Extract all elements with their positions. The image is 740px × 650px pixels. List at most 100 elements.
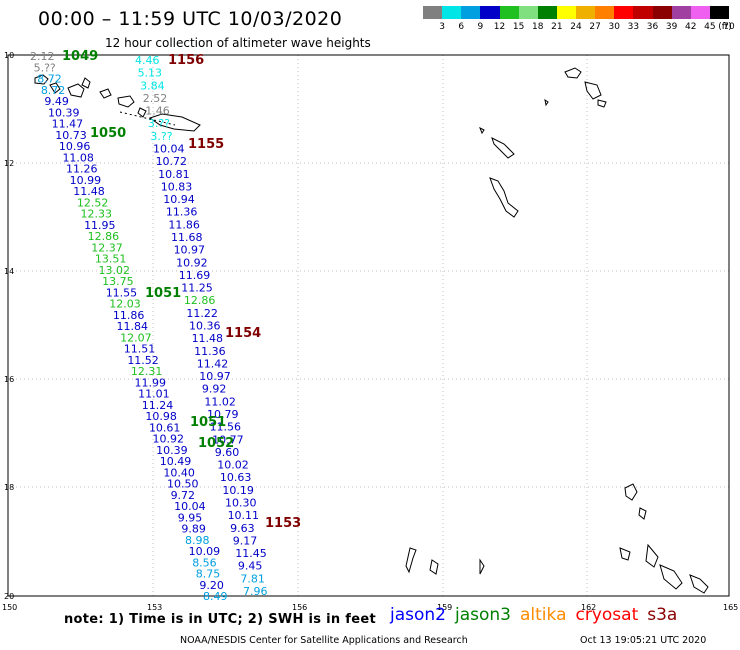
legend-swatch — [576, 6, 596, 19]
track-a-wave-height: 10.96 — [59, 140, 90, 153]
track-a-wave-height: 10.98 — [145, 410, 177, 423]
legend-swatch — [614, 6, 634, 19]
track-a-wave-height: 2.12 — [30, 50, 55, 63]
island-outline — [659, 564, 683, 590]
track-a-wave-height: 12.37 — [91, 241, 123, 254]
track-b-wave-height: 11.68 — [171, 231, 203, 244]
track-b-wave-height: 9.63 — [230, 522, 255, 535]
legend-tick-label: 3 — [439, 22, 445, 32]
pass-number-label: 1051 — [190, 415, 226, 430]
lat-label: 10 — [4, 51, 14, 60]
lon-label: 153 — [147, 603, 162, 612]
legend-tick-label: 70 — [723, 22, 735, 32]
track-b-wave-height: 4.46 — [135, 54, 160, 67]
satellite-s3a: s3a — [647, 605, 678, 625]
legend-tick-label: 42 — [685, 22, 697, 32]
track-a-wave-height: 11.26 — [66, 163, 98, 176]
satellite-jason3: jason3 — [455, 605, 511, 625]
track-b-wave-height: 2.52 — [143, 92, 168, 105]
track-b-wave-height: 3.84 — [140, 79, 165, 92]
legend-tick-label: 30 — [608, 22, 620, 32]
track-b-wave-height: 10.30 — [225, 497, 257, 510]
lon-label: 156 — [292, 603, 307, 612]
track-a-wave-height: 12.33 — [80, 208, 112, 221]
track-a-wave-height: 12.07 — [120, 331, 151, 344]
track-b-wave-height: 9.45 — [238, 560, 263, 573]
island-outline — [34, 74, 49, 85]
legend-swatch — [652, 6, 672, 19]
units-note: note: 1) Time is in UTC; 2) SWH is in fe… — [64, 612, 376, 627]
page-title: 00:00 – 11:59 UTC 10/03/2020 — [38, 8, 343, 30]
track-a-wave-height: 10.49 — [160, 455, 192, 468]
legend-swatch — [556, 6, 576, 19]
track-a-wave-height: 10.73 — [55, 129, 87, 142]
pass-number-label: 1049 — [62, 49, 98, 64]
track-a-wave-height: 11.48 — [73, 185, 105, 198]
island-outline — [597, 99, 607, 108]
pass-number-label: 1052 — [198, 436, 234, 451]
track-a-wave-height: 8.49 — [203, 590, 228, 603]
legend-tick-label: 6 — [458, 22, 465, 32]
track-b-wave-height: 11.02 — [204, 395, 236, 408]
color-scale-legend — [423, 6, 729, 19]
color-scale-ticks: 3 6 9 12 15 18 21 24 27 30 33 36 39 42 45 70 (ft) — [423, 22, 734, 34]
legend-swatch — [480, 6, 500, 19]
track-b-wave-height: 11.56 — [210, 421, 242, 434]
map-frame — [7, 54, 730, 597]
lat-label: 12 — [4, 159, 14, 168]
pass-labels: 1049 1156 1050 1155 1051 1154 1051 1052 1153 — [62, 49, 301, 531]
track-b-wave-height: 10.97 — [199, 370, 231, 383]
island-outline — [405, 547, 417, 574]
track-a-wave-height: 11.52 — [127, 354, 159, 367]
lat-label: 20 — [4, 592, 14, 601]
track-a-wave-height: 10.99 — [70, 174, 102, 187]
legend-tick-label: 15 — [512, 22, 525, 32]
track-a-wave-height: 13.75 — [102, 275, 134, 288]
island-outline — [489, 177, 519, 218]
credit-text: NOAA/NESDIS Center for Satellite Applica… — [180, 635, 468, 646]
pass-number-label: 1051 — [145, 286, 181, 301]
track-a-wave-height: 12.03 — [109, 298, 140, 311]
track-a-wave-height: 9.20 — [199, 579, 224, 592]
coastlines — [34, 67, 709, 594]
track-b-wave-height: 10.77 — [212, 433, 244, 446]
track-b-wave-height: 10.94 — [163, 193, 195, 206]
track-b-wave-height: 7.96 — [243, 585, 268, 598]
island-outline — [137, 107, 147, 118]
legend-swatch — [633, 6, 653, 19]
track-b-wave-height: 11.69 — [179, 269, 211, 282]
island-outline — [81, 77, 91, 89]
track-a-wave-height: 9.72 — [171, 489, 196, 502]
track-a-wave-height: 11.01 — [138, 388, 170, 401]
island-outline — [645, 543, 659, 568]
track-a-wave-height: 10.40 — [163, 466, 195, 479]
track-a-wave-height: 12.52 — [77, 196, 109, 209]
track-b-wave-height: 12.86 — [184, 294, 216, 307]
island-outline — [148, 113, 201, 132]
track-a-wave-height: 9.95 — [178, 511, 203, 524]
legend-tick-label: 45 — [704, 22, 716, 32]
island-outline — [67, 83, 85, 98]
track-a-wave-height: 8.98 — [185, 534, 210, 547]
satellite-jason2: jason2 — [390, 605, 446, 625]
lon-label: 165 — [723, 603, 738, 612]
track-b-wave-height: 11.25 — [181, 282, 213, 295]
track-b-wave-height: 9.17 — [233, 534, 258, 547]
track-b-wave-height: 11.22 — [186, 307, 218, 320]
track-b-wave-height: 3.?? — [148, 117, 170, 130]
track-b-wave-height: 1.46 — [145, 105, 170, 118]
legend-tick-label: 27 — [589, 22, 601, 32]
track-b-wave-height: 11.45 — [235, 547, 266, 560]
track-b-wave-height: 9.92 — [202, 383, 227, 396]
lat-label: 16 — [4, 375, 14, 384]
track-b-wave-height: 10.97 — [174, 244, 206, 257]
island-outline — [564, 67, 582, 79]
track-a-wave-height: 11.47 — [52, 118, 84, 131]
legend-swatch — [518, 6, 538, 19]
track-b-wave-height: 11.36 — [194, 345, 226, 358]
island-outline — [99, 88, 112, 99]
legend-tick-label: 9 — [477, 22, 484, 32]
pass-number-label: 1154 — [225, 326, 261, 341]
satellite-legend: jason2 jason3 altika cryosat s3a — [390, 605, 686, 625]
